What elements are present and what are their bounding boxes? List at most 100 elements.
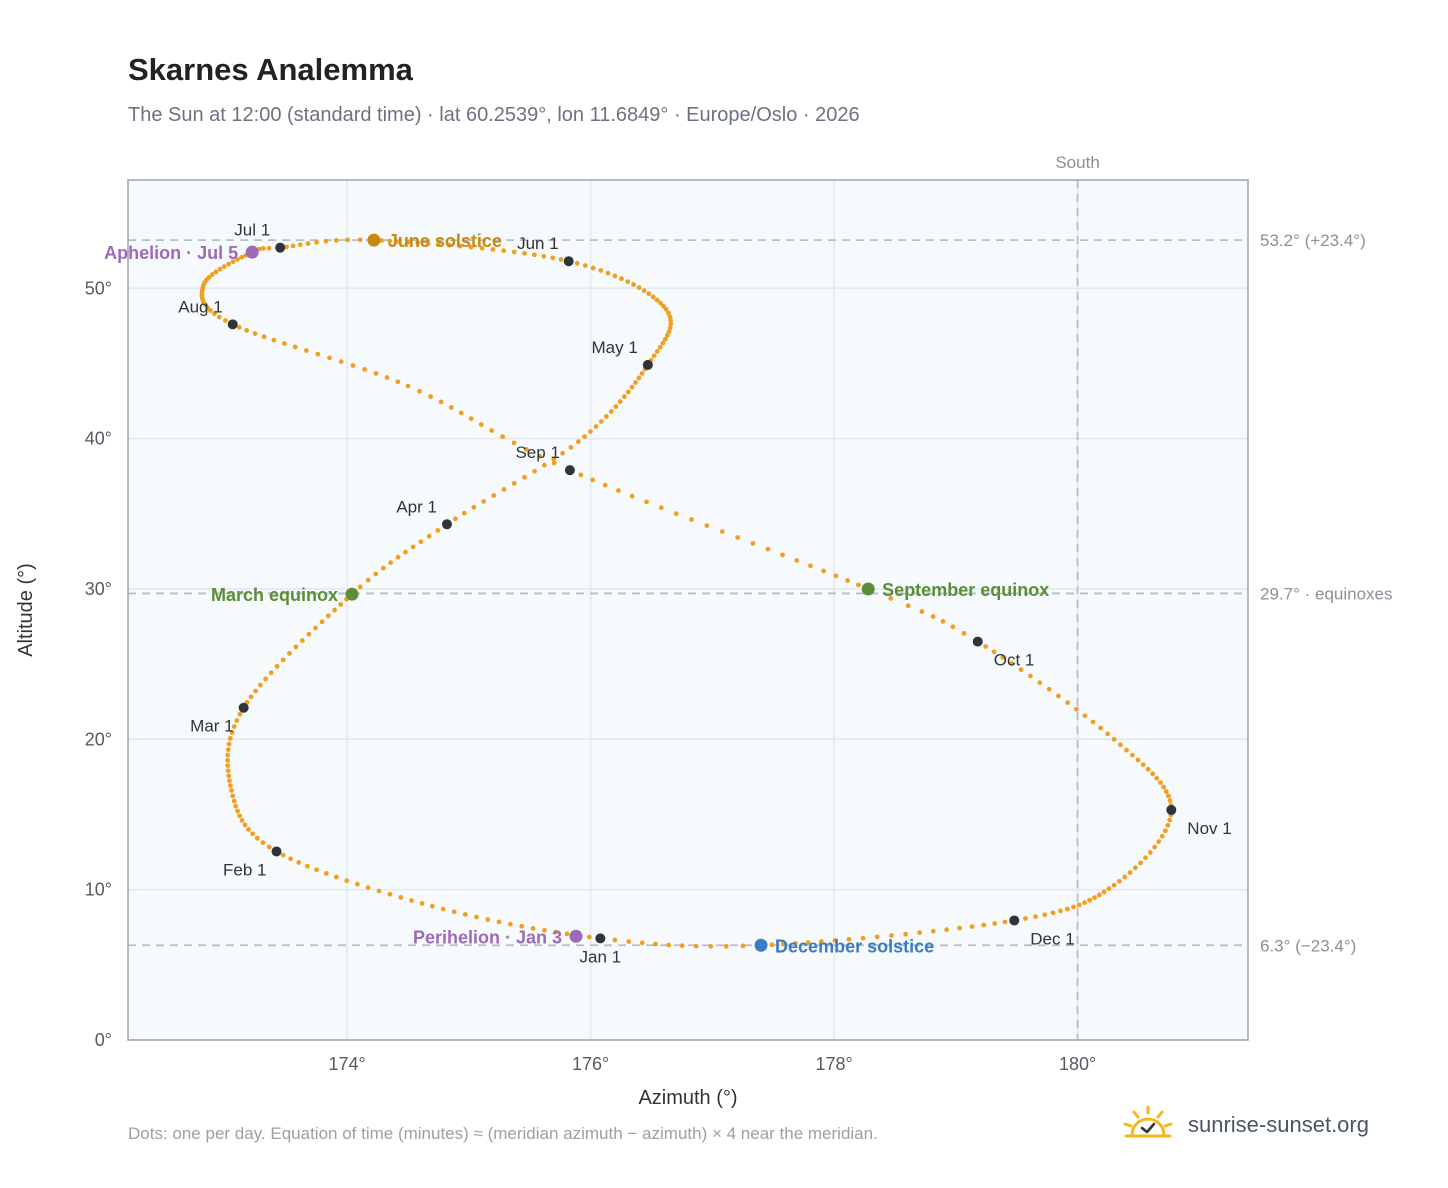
daily-sun-dot [428,394,434,399]
daily-sun-dot [530,925,536,931]
daily-sun-dot [1002,919,1008,925]
daily-sun-dot [1116,878,1122,884]
daily-sun-dot [229,730,235,735]
daily-sun-dot [236,324,242,330]
daily-sun-dot [1118,742,1123,748]
event-marker-label: March equinox [211,585,338,605]
daily-sun-dot [593,424,599,429]
daily-sun-dot [327,355,332,361]
daily-sun-dot [314,239,320,245]
daily-sun-dot [501,248,507,254]
grid-lines [128,180,1248,1041]
daily-sun-dot [541,462,547,468]
daily-sun-dot [1147,850,1153,855]
daily-sun-dot [1132,865,1138,871]
daily-sun-dot [1143,855,1148,861]
daily-sun-dot [668,317,674,323]
daily-sun-dot [230,259,236,265]
daily-sun-dot [468,416,474,422]
daily-sun-dot [615,488,621,493]
month-marker-dot [642,359,653,370]
month-marker-dot [563,256,574,267]
daily-sun-dot [541,253,547,259]
daily-sun-dot [644,499,649,505]
daily-sun-dot [735,535,741,540]
daily-sun-dot [373,371,379,376]
daily-sun-dot [338,602,344,607]
daily-sun-dot [225,747,231,753]
daily-sun-dot [1124,747,1129,753]
y-axis-title: Altitude (°) [15,563,37,657]
daily-sun-dot [576,439,581,445]
daily-sun-dot [586,934,592,940]
daily-sun-dot [531,252,537,258]
daily-sun-dot [1127,870,1133,875]
daily-sun-dot [542,927,547,933]
daily-sun-dot [235,808,240,814]
daily-sun-dot [362,367,367,372]
daily-sun-dot [639,371,645,376]
daily-sun-dot [242,822,248,828]
daily-sun-dot [1158,780,1163,786]
daily-sun-dot [1092,895,1097,901]
daily-sun-dot [1098,725,1104,731]
daily-sun-dot [481,499,487,504]
daily-sun-dot [338,359,344,365]
daily-sun-dot [226,261,232,267]
daily-sun-dot [558,257,564,262]
daily-sun-dot [608,409,614,414]
daily-sun-dot [704,523,710,528]
daily-sun-dot [216,314,222,320]
daily-sun-dot [582,434,587,440]
daily-sun-dot [855,582,861,588]
daily-sun-dot [332,607,338,613]
daily-sun-dot [266,245,272,251]
daily-sun-dot [253,688,258,694]
daily-sun-dot [271,337,277,343]
daily-sun-dot [673,511,679,517]
daily-sun-dot [550,255,556,261]
daily-sun-dot [574,260,580,266]
daily-sun-dot [266,844,272,850]
daily-sun-dot [667,325,673,331]
month-marker-dot [227,319,238,330]
brand-link[interactable]: sunrise-sunset.org [1120,1100,1369,1150]
daily-sun-dot [1082,713,1088,719]
event-markers: June solstice December solstice March equi… [104,231,1049,956]
daily-sun-dot [274,663,280,669]
daily-sun-dot [474,914,479,920]
daily-sun-dot [1000,655,1006,660]
daily-sun-dot [919,609,925,614]
daily-sun-dot [588,429,593,434]
daily-sun-dot [1033,914,1038,919]
daily-sun-dot [651,353,657,359]
daily-sun-dot [405,383,411,389]
daily-sun-dot [719,529,725,534]
y-tick-label: 20° [85,729,112,749]
altitude-reference-label: 53.2° (+23.4°) [1260,231,1366,250]
daily-sun-dot [451,909,457,915]
daily-sun-dot [478,422,484,427]
daily-sun-dot [1027,673,1033,679]
daily-sun-dot [612,937,618,943]
daily-sun-dot [211,311,217,317]
daily-sun-dot [314,867,320,873]
daily-sun-dot [213,269,219,275]
daily-sun-dot [1167,817,1173,823]
daily-sun-dot [1087,897,1093,903]
daily-sun-dot [780,941,786,947]
daily-sun-dot [365,577,371,583]
month-marker-dot [564,465,575,476]
daily-sun-dot [325,613,331,619]
daily-sun-dot [239,254,245,260]
month-marker-dot [238,702,249,713]
daily-sun-dot [458,410,464,416]
daily-sun-dot [636,285,642,291]
daily-sun-dot [426,533,432,539]
daily-sun-dot [227,778,232,784]
month-marker-label: Apr 1 [396,497,437,516]
daily-sun-dot [553,929,559,935]
month-marker-label: Mar 1 [190,717,233,736]
daily-sun-dot [560,450,565,456]
daily-sun-dot [435,528,441,533]
